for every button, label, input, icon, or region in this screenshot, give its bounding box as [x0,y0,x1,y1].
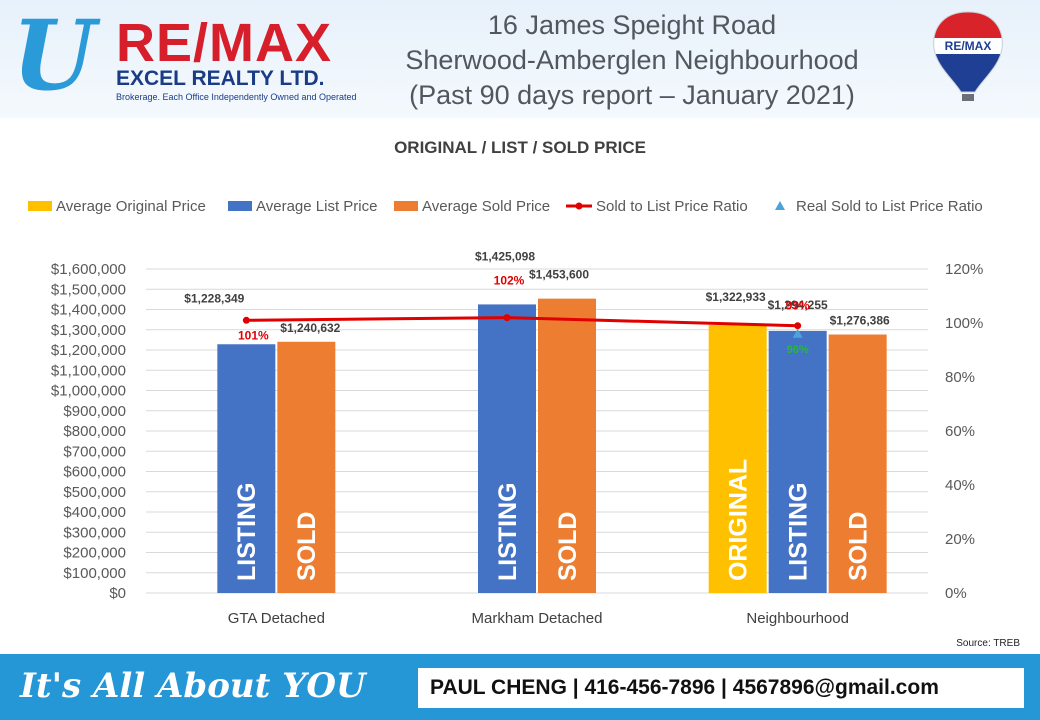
remax-excel-logo: U RE/MAX EXCEL REALTY LTD. Brokerage. Ea… [12,8,372,108]
y-tick-label: $1,400,000 [51,302,126,319]
data-labels: $1,322,933 $1,228,349 $1,425,098 $1,294,255… [184,249,890,355]
bar-average-sold-price [538,298,596,593]
contact-box: PAUL CHENG | 416-456-7896 | 4567896@gmai… [418,668,1024,708]
bar-inner-label: SOLD [293,512,321,581]
bar-average-list-price [478,304,536,593]
ratio-label: 101% [238,328,269,342]
y2-tick-label: 40% [945,477,975,494]
x-category-label: Markham Detached [472,610,603,627]
y2-tick-label: 80% [945,369,975,386]
report-title-neighbourhood: Sherwood-Amberglen Neighbourhood [405,45,859,75]
y-tick-label: $400,000 [63,504,126,521]
ratio-point [503,314,511,322]
value-label: $1,294,255 [768,298,828,312]
bar-average-original-price [708,325,767,593]
y2-tick-label: 20% [945,531,975,548]
ratio-label: 102% [494,274,525,288]
bar-inner-label: LISTING [784,482,812,581]
y-tick-label: $800,000 [63,423,126,440]
bar-inner-label: LISTING [494,482,522,581]
y-tick-label: $1,000,000 [51,383,126,400]
y-axis-left: $0 $100,000 $200,000 $300,000 $400,000 $500,0… [51,261,126,602]
footer-banner: It's All About YOU PAUL CHENG | 416-456-… [0,654,1040,720]
chart-legend: Average Original Price Average List Price… [28,198,983,215]
logo-excel-realty: EXCEL REALTY LTD. [116,67,325,90]
legend-label: Sold to List Price Ratio [596,198,748,215]
y-tick-label: $700,000 [63,443,126,460]
remax-balloon-logo: RE/MAX [933,11,1003,101]
slogan: It's All About YOU [20,666,366,706]
bar-average-list-price [217,344,276,593]
header-banner: U RE/MAX EXCEL REALTY LTD. Brokerage. Ea… [0,0,1040,118]
value-label: $1,276,386 [830,314,890,328]
real-ratio-label: 96% [787,344,809,356]
value-label: $1,240,632 [280,321,340,335]
bar-inner-label: SOLD [844,512,872,581]
x-axis: GTA Detached Markham Detached Neighbourhoo… [228,610,849,627]
y-tick-label: $1,600,000 [51,261,126,278]
real-ratio-marker [792,328,803,338]
legend-swatch [394,201,418,211]
y-tick-label: $1,300,000 [51,322,126,339]
legend-label: Average Original Price [56,198,206,215]
y-tick-label: $1,200,000 [51,342,126,359]
price-chart: ORIGINAL / LIST / SOLD PRICE Average Ori… [28,138,1020,649]
bar-average-sold-price [828,334,887,593]
value-label: $1,425,098 [475,249,535,263]
y2-tick-label: 100% [945,315,983,332]
y-tick-label: $1,100,000 [51,362,126,379]
y2-tick-label: 0% [945,585,967,602]
y-tick-label: $500,000 [63,484,126,501]
legend-line-marker [575,202,583,210]
logo-brokerage-note: Brokerage. Each Office Independently Own… [116,92,357,102]
y2-tick-label: 60% [945,423,975,440]
bar-inner-label: ORIGINAL [724,459,752,581]
y-tick-label: $0 [109,585,126,602]
bar-inner-label: LISTING [233,482,261,581]
y-tick-label: $200,000 [63,545,126,562]
bar-average-sold-price [277,341,336,593]
y-tick-label: $100,000 [63,565,126,582]
bar-inner-label: SOLD [554,512,582,581]
chart-bars: LISTING SOLD LISTING SOLD ORIGINAL LISTING SOL… [217,298,887,593]
report-title-address: 16 James Speight Road [487,10,777,40]
contact-info: PAUL CHENG | 416-456-7896 | 4567896@gmai… [430,676,939,699]
report-title-period: (Past 90 days report – January 2021) [409,80,855,110]
report-title: 16 James Speight Road Sherwood-Amberglen… [372,8,892,113]
ratio-label: 99% [786,299,810,313]
legend-label: Real Sold to List Price Ratio [796,198,983,215]
balloon-label: RE/MAX [945,39,992,53]
y2-tick-label: 120% [945,261,983,278]
ratio-overlay [242,314,803,338]
logo-remax-wordmark: RE/MAX [116,13,333,73]
value-label: $1,322,933 [706,290,766,304]
legend-triangle-swatch [775,201,785,210]
legend-label: Average List Price [256,198,377,215]
ratio-point [794,322,802,330]
logo-u-mark: U [12,0,96,112]
y-tick-label: $600,000 [63,464,126,481]
ratio-point [242,316,250,324]
value-label: $1,228,349 [184,291,244,305]
y-tick-label: $900,000 [63,403,126,420]
x-category-label: Neighbourhood [746,610,849,627]
y-axis-right: 0% 20% 40% 60% 80% 100% 120% [945,261,983,602]
chart-title: ORIGINAL / LIST / SOLD PRICE [394,138,646,157]
bar-average-list-price [768,330,827,593]
y-tick-label: $300,000 [63,524,126,541]
value-label: $1,453,600 [529,268,589,282]
y-tick-label: $1,500,000 [51,281,126,298]
legend-swatch [228,201,252,211]
source-note: Source: TREB [956,638,1020,649]
legend-swatch [28,201,52,211]
x-category-label: GTA Detached [228,610,325,627]
legend-label: Average Sold Price [422,198,550,215]
